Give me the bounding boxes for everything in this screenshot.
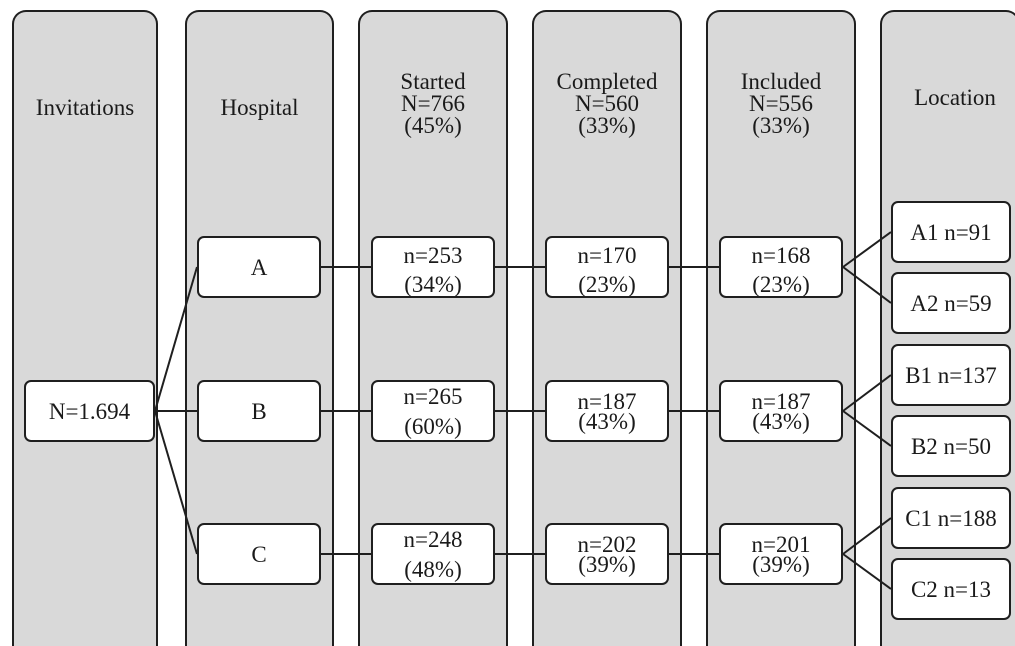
location-box-c2: C2 n=13 [891,558,1011,620]
started-percent: (34%) [404,272,462,297]
completed-box-c: n=202 (39%) [545,523,669,585]
link-b-location-2 [842,410,892,447]
column-title: Invitations [35,95,135,120]
column-title: Completed [556,69,658,94]
included-count: n=187 [751,389,811,414]
completed-percent: (43%) [578,409,636,434]
link-invitation-a [154,266,198,412]
started-count: n=248 [403,527,463,552]
included-percent: (39%) [752,552,810,577]
column-title: Hospital [220,95,299,120]
location-box-a1: A1 n=91 [891,201,1011,263]
location-box-c1: C1 n=188 [891,487,1011,549]
column-percent: (33%) [752,113,810,138]
invitations-total-box: N=1.694 [24,380,155,442]
link-c-location-2 [842,553,892,590]
included-box-b: n=187 (43%) [719,380,843,442]
location-box-b2: B2 n=50 [891,415,1011,477]
link-b-location-1 [842,374,892,412]
location-label: B2 n=50 [910,434,992,459]
hospital-name: A [250,255,268,280]
hospital-box-a: A [197,236,321,298]
started-box-c: n=248 (48%) [371,523,495,585]
included-box-c: n=201 (39%) [719,523,843,585]
invitations-total: N=1.694 [48,399,131,424]
column-total: N=766 [400,91,466,116]
location-box-b1: B1 n=137 [891,344,1011,406]
completed-percent: (23%) [578,272,636,297]
started-count: n=253 [403,243,463,268]
column-title: Location [914,85,996,110]
link-invitation-c [154,410,198,555]
completed-count: n=187 [577,389,637,414]
started-count: n=265 [403,384,463,409]
completed-count: n=170 [577,243,637,268]
column-title: Started [400,69,466,94]
included-count: n=168 [751,243,811,268]
included-box-a: n=168 (23%) [719,236,843,298]
completed-box-b: n=187 (43%) [545,380,669,442]
included-percent: (23%) [752,272,810,297]
completed-count: n=202 [577,532,637,557]
column-invitations: Invitations [12,10,158,646]
included-percent: (43%) [752,409,810,434]
column-total: N=556 [748,91,814,116]
started-box-b: n=265 (60%) [371,380,495,442]
started-percent: (48%) [404,557,462,582]
column-percent: (45%) [404,113,462,138]
location-label: A1 n=91 [910,220,992,245]
completed-percent: (39%) [578,552,636,577]
hospital-box-c: C [197,523,321,585]
column-percent: (33%) [578,113,636,138]
location-label: C2 n=13 [910,577,992,602]
completed-box-a: n=170 (23%) [545,236,669,298]
link-a-location-1 [842,231,892,268]
location-label: C1 n=188 [905,506,997,531]
location-label: A2 n=59 [910,291,992,316]
location-box-a2: A2 n=59 [891,272,1011,334]
column-title: Included [740,69,822,94]
column-total: N=560 [574,91,640,116]
link-c-location-1 [842,517,892,555]
hospital-name: C [251,542,267,567]
hospital-box-b: B [197,380,321,442]
started-percent: (60%) [404,414,462,439]
hospital-name: B [251,399,267,424]
included-count: n=201 [751,532,811,557]
started-box-a: n=253 (34%) [371,236,495,298]
location-label: B1 n=137 [905,363,997,388]
link-a-location-2 [842,266,892,304]
